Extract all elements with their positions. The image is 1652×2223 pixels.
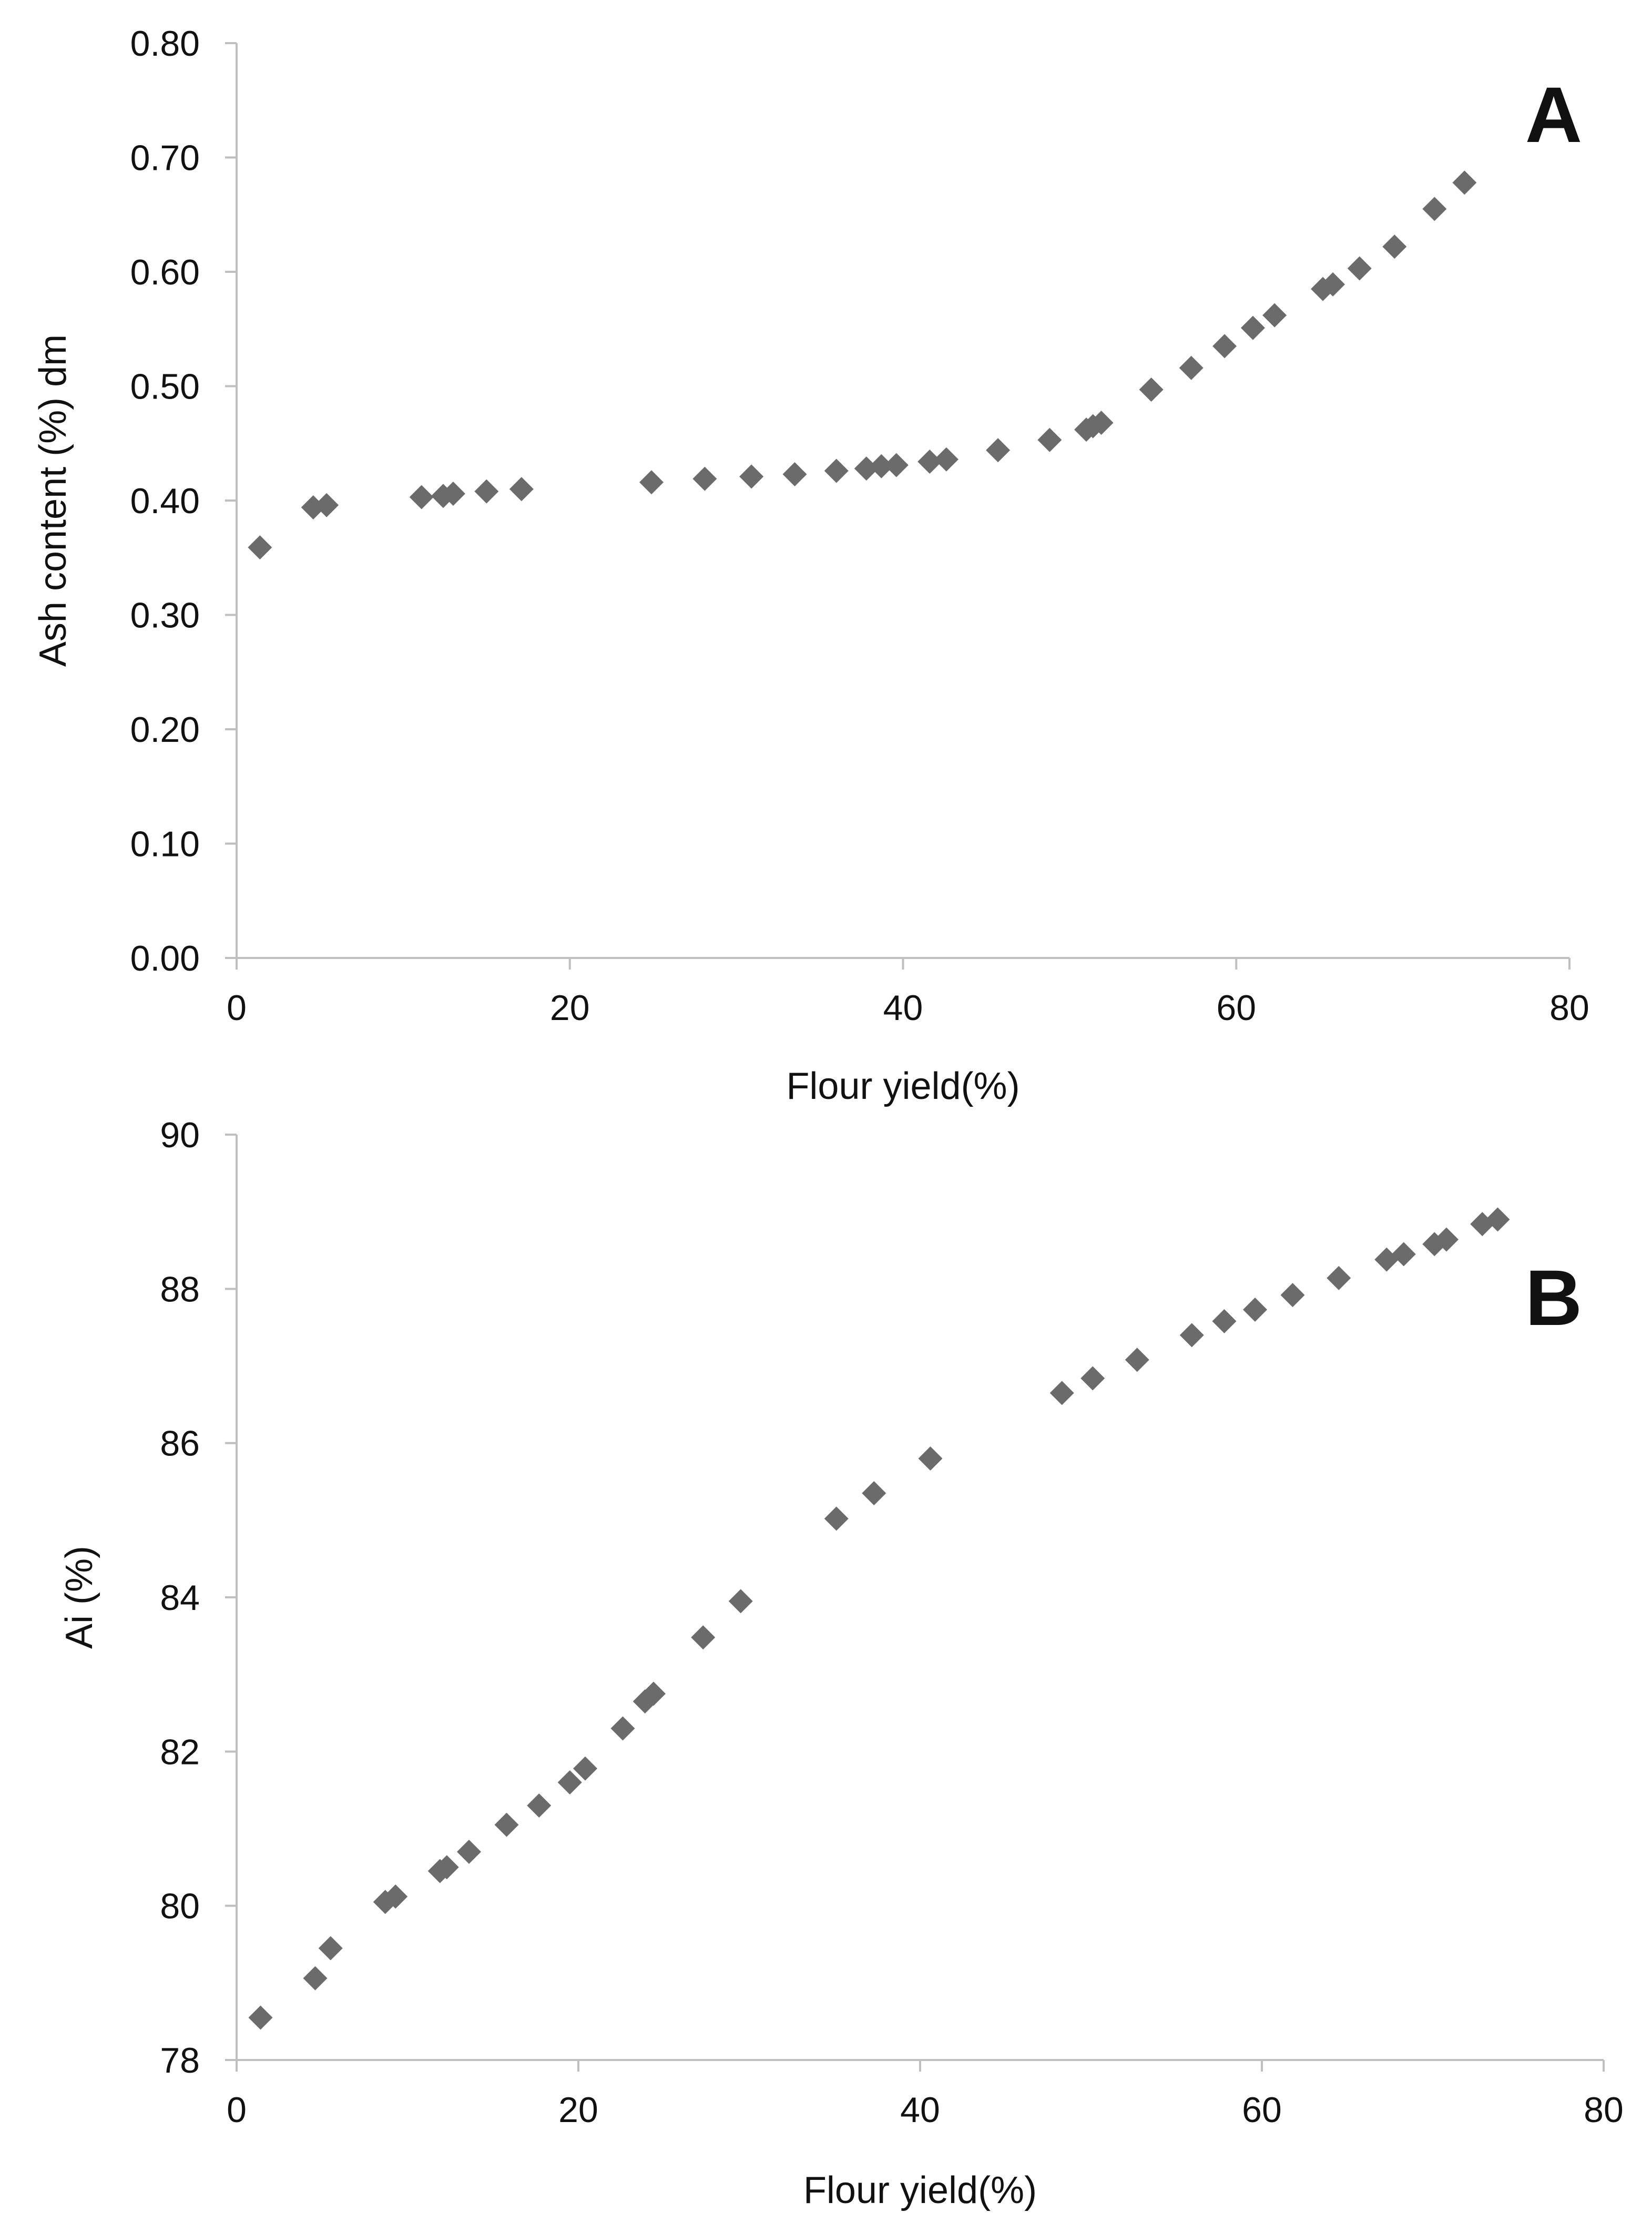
- y-tick-label: 84: [160, 1578, 200, 1618]
- data-point: [728, 1589, 753, 1614]
- x-tick-label: 40: [900, 2090, 940, 2130]
- data-point: [1327, 1266, 1351, 1290]
- y-tick-label: 86: [160, 1424, 200, 1464]
- data-point: [434, 1855, 459, 1880]
- data-point: [692, 466, 717, 491]
- data-point: [1382, 234, 1407, 259]
- x-axis-title: Flour yield(%): [803, 2169, 1037, 2211]
- data-point: [854, 456, 879, 481]
- y-tick-label: 0.20: [130, 710, 200, 750]
- data-point: [383, 1884, 408, 1909]
- data-point: [1125, 1348, 1149, 1372]
- data-point: [1037, 427, 1062, 452]
- chart-panel-b: 78 80 82 84 86 88 90 0 20 40 60 80 Flour yield(%) Ai …: [58, 1115, 1624, 2211]
- data-point: [441, 481, 465, 506]
- x-tick-label: 20: [550, 988, 590, 1028]
- data-point: [1391, 1242, 1416, 1267]
- x-tick-label: 0: [227, 988, 247, 1028]
- data-point: [824, 458, 849, 483]
- data-point: [1080, 1366, 1105, 1391]
- data-point: [1212, 334, 1237, 359]
- data-point: [1049, 1381, 1074, 1405]
- data-point: [986, 438, 1011, 463]
- data-point: [1262, 303, 1287, 328]
- data-point: [1179, 1323, 1204, 1348]
- data-point: [1452, 170, 1477, 195]
- y-tick-label: 88: [160, 1269, 200, 1309]
- data-point: [934, 447, 958, 472]
- x-axis-title: Flour yield(%): [786, 1065, 1019, 1107]
- y-tick-label: 0.00: [130, 939, 200, 978]
- data-point: [303, 1966, 328, 1991]
- x-tick-label: 80: [1549, 988, 1589, 1028]
- y-tick-label: 0.60: [130, 252, 200, 292]
- data-point: [610, 1716, 635, 1741]
- y-tick-label: 80: [160, 1887, 200, 1926]
- data-point: [641, 1681, 666, 1706]
- data-point: [1212, 1309, 1237, 1333]
- x-tick-label: 40: [883, 988, 923, 1028]
- data-point: [639, 470, 664, 495]
- y-tick-label: 0.70: [130, 138, 200, 178]
- y-tick-label: 0.80: [130, 24, 200, 64]
- data-point: [248, 2005, 273, 2030]
- y-tick-label: 90: [160, 1115, 200, 1155]
- chart-panel-a: 0.00 0.10 0.20 0.30 0.40 0.50 0.60 0.70 0.80 0 20 4…: [32, 24, 1589, 1107]
- y-tick-label: 0.30: [130, 596, 200, 636]
- data-point: [691, 1625, 716, 1650]
- data-point: [1179, 355, 1204, 380]
- data-point: [1485, 1207, 1510, 1232]
- data-point: [1434, 1227, 1459, 1252]
- data-point: [318, 1936, 343, 1961]
- x-tick-label: 60: [1242, 2090, 1282, 2130]
- data-point: [1347, 256, 1372, 281]
- data-point: [1280, 1283, 1305, 1308]
- data-point: [1139, 378, 1164, 402]
- data-point: [573, 1756, 597, 1781]
- data-point: [314, 493, 339, 517]
- y-tick-label: 0.50: [130, 367, 200, 407]
- y-tick-label: 0.40: [130, 481, 200, 521]
- x-tick-label: 60: [1216, 988, 1256, 1028]
- data-point: [782, 462, 807, 486]
- data-point: [739, 464, 764, 489]
- y-tick-label: 0.10: [130, 824, 200, 864]
- y-tick-label: 82: [160, 1732, 200, 1772]
- data-point: [509, 477, 534, 502]
- data-point: [557, 1770, 582, 1794]
- x-tick-label: 0: [227, 2090, 247, 2130]
- data-point: [918, 1446, 943, 1471]
- data-point: [1243, 1297, 1267, 1322]
- panel-label: A: [1525, 70, 1582, 159]
- x-tick-label: 80: [1584, 2090, 1624, 2130]
- data-point: [409, 485, 434, 509]
- data-point: [474, 479, 499, 504]
- data-point: [1240, 315, 1265, 340]
- data-point: [862, 1481, 886, 1505]
- y-axis-title: Ash content (%) dm: [32, 334, 74, 667]
- x-tick-label: 20: [558, 2090, 598, 2130]
- data-point: [917, 450, 942, 474]
- data-point: [1089, 411, 1114, 435]
- data-point: [494, 1812, 519, 1837]
- data-point: [248, 535, 272, 560]
- data-point: [884, 453, 909, 477]
- data-point: [824, 1506, 849, 1531]
- data-point: [457, 1840, 481, 1864]
- y-axis-title: Ai (%): [58, 1546, 100, 1649]
- data-point: [527, 1793, 552, 1818]
- data-point: [1422, 197, 1447, 221]
- data-point: [1321, 272, 1345, 297]
- data-point: [869, 454, 894, 478]
- panel-label: B: [1525, 1253, 1582, 1342]
- y-tick-label: 78: [160, 2041, 200, 2081]
